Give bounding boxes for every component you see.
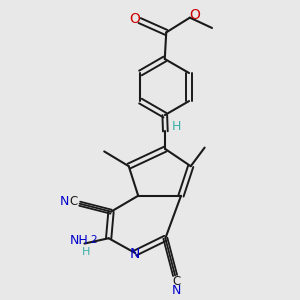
Text: NH: NH: [70, 233, 88, 247]
Text: N: N: [60, 195, 69, 208]
Text: C: C: [69, 195, 77, 208]
Text: 2: 2: [91, 235, 97, 245]
Text: N: N: [130, 248, 140, 262]
Text: H: H: [172, 119, 181, 133]
Text: N: N: [172, 284, 181, 297]
Text: O: O: [190, 8, 201, 22]
Text: H: H: [82, 247, 90, 257]
Text: O: O: [129, 12, 140, 26]
Text: C: C: [172, 275, 180, 289]
